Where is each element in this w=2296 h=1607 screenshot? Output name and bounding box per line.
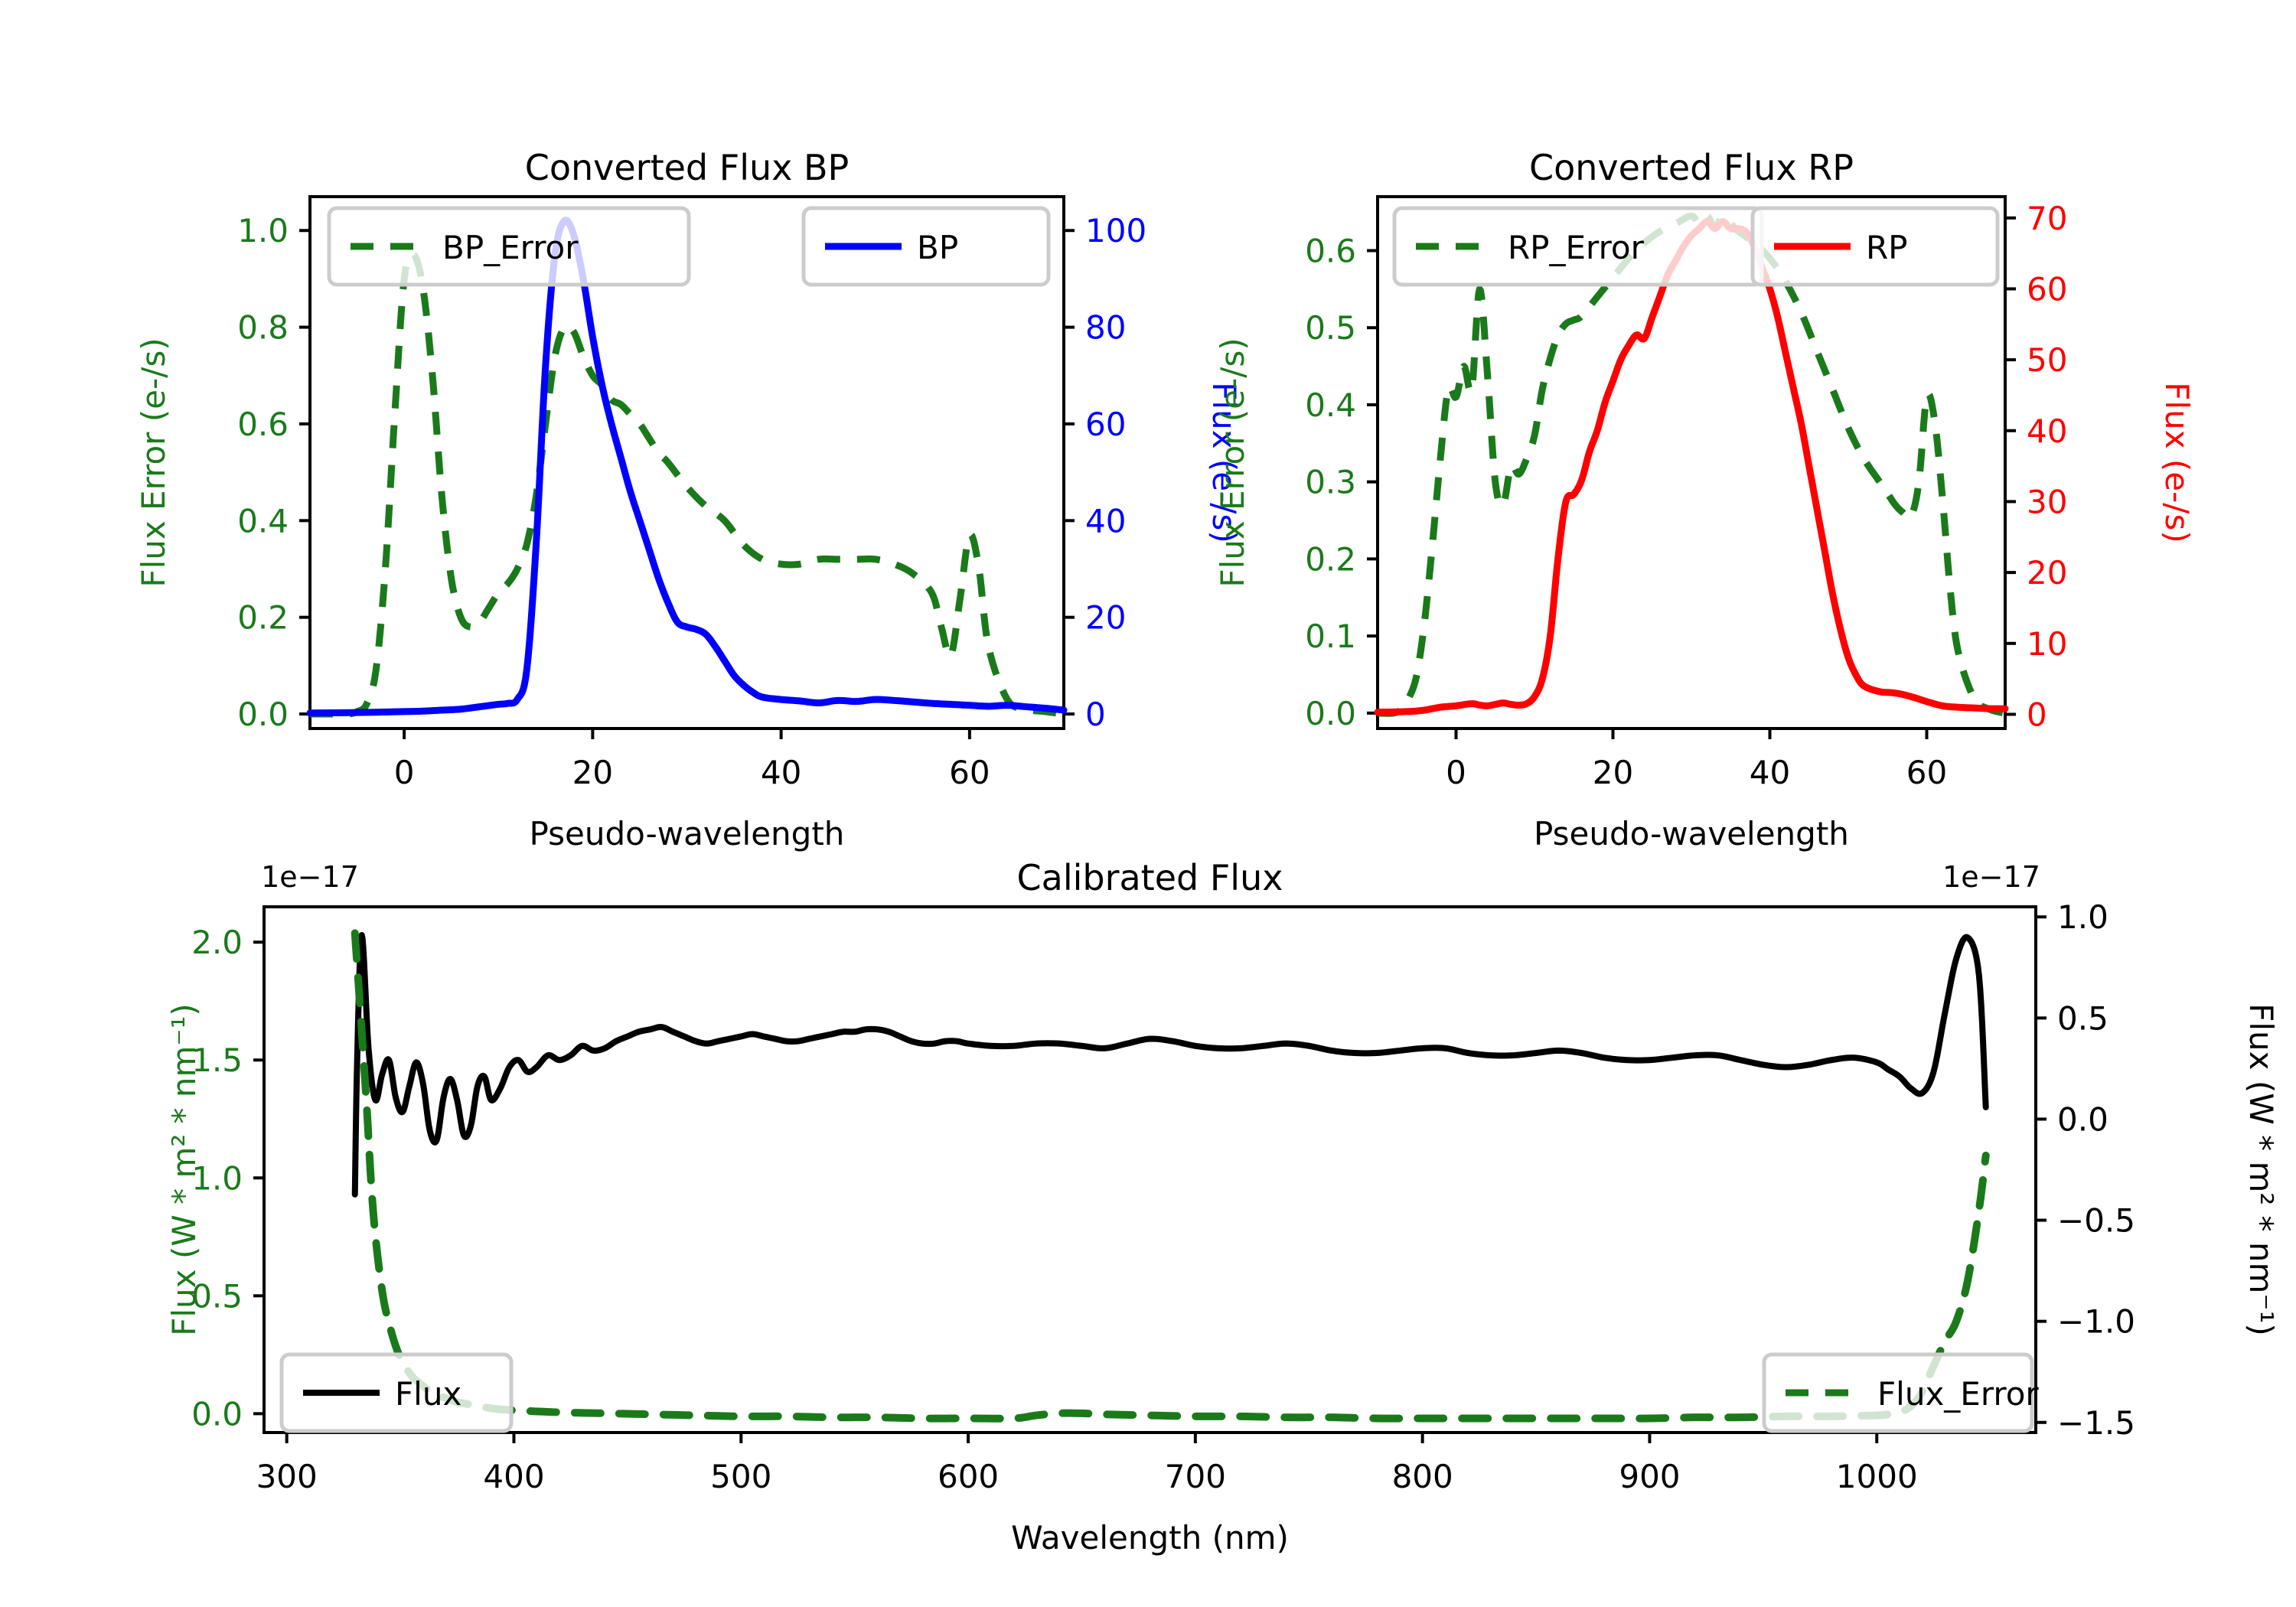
bp-yaxis-label-left: Flux Error (e-/s) (135, 337, 172, 587)
y-tick-label-left: 2.0 (191, 924, 243, 961)
y-tick-label-right: 40 (2027, 412, 2067, 450)
y-tick-label-right: 40 (1085, 502, 1126, 539)
bp-plot-title: Converted Flux BP (525, 147, 850, 188)
rp-flux-curve (1374, 217, 2009, 716)
rp-legend-flux-label: RP (1866, 229, 1908, 266)
y-tick-label-left: 0.0 (1305, 695, 1356, 732)
bp-legend-error-label: BP_Error (442, 229, 579, 266)
x-tick-label: 0 (394, 754, 415, 791)
calibrated-plot-frame (263, 905, 2037, 1434)
x-tick-label: 700 (1165, 1458, 1226, 1495)
calibrated-legend-error-box[interactable] (1762, 1352, 2034, 1433)
calibrated-yaxis-label-right: Flux (W * m² * nm⁻¹) (2242, 1003, 2280, 1336)
x-tick-label: 60 (949, 754, 990, 791)
x-tick-label: 20 (572, 754, 613, 791)
y-tick-label-right: −1.0 (2057, 1303, 2135, 1341)
rp-plot-title: Converted Flux RP (1529, 147, 1854, 188)
calibrated-xaxis-label: Wavelength (nm) (1011, 1519, 1289, 1556)
x-tick-label: 300 (256, 1458, 318, 1495)
y-tick-label-right: 100 (1085, 212, 1146, 249)
y-tick-label-left: 0.6 (237, 406, 289, 443)
calibrated-legend-error-label: Flux_Error (1877, 1375, 2039, 1413)
y-tick-label-left: 0.2 (1305, 540, 1356, 578)
y-tick-label-right: 0 (2027, 696, 2047, 733)
y-tick-label-left: 0.1 (1305, 618, 1356, 655)
y-tick-label-left: 0.4 (237, 502, 289, 539)
x-tick-label: 40 (1750, 754, 1790, 791)
y-tick-label-right: 70 (2027, 200, 2067, 237)
y-tick-label-right: 50 (2027, 341, 2067, 379)
rp-plot-frame (1376, 195, 2007, 730)
y-tick-label-right: 10 (2027, 625, 2067, 663)
bp-legend-flux-box[interactable] (801, 206, 1051, 287)
y-tick-label-left: 0.4 (1305, 386, 1356, 424)
y-tick-label-right: 20 (1085, 599, 1126, 637)
y-tick-label-right: 1.0 (2057, 898, 2108, 936)
y-tick-label-right: 60 (1085, 406, 1126, 443)
y-tick-label-left: 1.5 (191, 1041, 243, 1079)
y-tick-label-right: 60 (2027, 270, 2067, 308)
calibrated-yaxis-label-left: Flux (W * m² * nm⁻¹) (165, 1003, 203, 1336)
x-tick-label: 1000 (1836, 1458, 1918, 1495)
y-tick-label-left: 0.8 (237, 309, 289, 347)
x-tick-label: 600 (938, 1458, 999, 1495)
y-tick-label-right: 0.0 (2057, 1100, 2108, 1138)
y-tick-label-right: 30 (2027, 483, 2067, 520)
x-tick-label: 20 (1593, 754, 1633, 791)
y-tick-label-right: 20 (2027, 554, 2067, 592)
bp-yaxis-label-right: Flux (e-/s) (1205, 382, 1243, 543)
calibrated-flux-error-curve (351, 929, 1990, 1423)
bp-legend-flux-label: BP (917, 229, 958, 266)
x-tick-label: 900 (1619, 1458, 1680, 1495)
bp-plot-frame (308, 195, 1065, 730)
bp-error-curve (308, 250, 1066, 718)
calibrated-legend-flux-label: Flux (395, 1375, 461, 1413)
calibrated-offset-left: 1e−17 (261, 860, 359, 894)
calibrated-flux-curve (351, 931, 1989, 1198)
bp-legend-error-box[interactable] (327, 206, 691, 287)
x-tick-label: 40 (761, 754, 801, 791)
y-tick-label-left: 1.0 (191, 1159, 243, 1197)
rp-legend-error-label: RP_Error (1508, 229, 1645, 266)
y-tick-label-right: −1.5 (2057, 1404, 2135, 1442)
y-tick-label-left: 0.0 (191, 1395, 243, 1433)
rp-error-curve (1375, 212, 2007, 717)
x-tick-label: 400 (483, 1458, 544, 1495)
calibrated-offset-right: 1e−17 (1942, 860, 2040, 894)
rp-yaxis-label-right: Flux (e-/s) (2158, 382, 2196, 543)
y-tick-label-right: 0.5 (2057, 999, 2108, 1037)
bp-flux-curve (306, 217, 1068, 717)
y-tick-label-left: 0.6 (1305, 233, 1356, 270)
calibrated-plot-title: Calibrated Flux (1017, 857, 1283, 898)
rp-xaxis-label: Pseudo-wavelength (1534, 815, 1849, 852)
x-tick-label: 0 (1446, 754, 1466, 791)
rp-legend-flux-box[interactable] (1750, 206, 2000, 287)
y-tick-label-left: 0.2 (237, 599, 289, 637)
x-tick-label: 500 (710, 1458, 771, 1495)
x-tick-label: 800 (1392, 1458, 1453, 1495)
y-tick-label-left: 0.0 (237, 696, 289, 733)
calibrated-legend-flux-box[interactable] (279, 1352, 514, 1433)
y-tick-label-right: 80 (1085, 309, 1126, 347)
y-tick-label-left: 0.5 (1305, 309, 1356, 347)
y-tick-label-left: 0.5 (191, 1277, 243, 1315)
rp-yaxis-label-left: Flux Error (e-/s) (1214, 337, 1251, 587)
y-tick-label-right: 0 (1085, 696, 1106, 733)
y-tick-label-right: −0.5 (2057, 1202, 2135, 1240)
y-tick-label-left: 1.0 (237, 212, 289, 249)
x-tick-label: 60 (1906, 754, 1947, 791)
bp-xaxis-label: Pseudo-wavelength (530, 815, 845, 852)
y-tick-label-left: 0.3 (1305, 464, 1356, 501)
